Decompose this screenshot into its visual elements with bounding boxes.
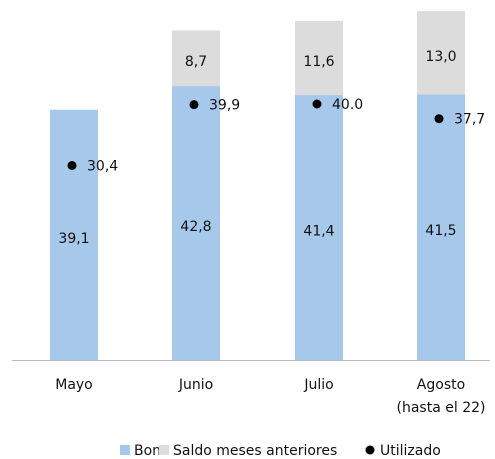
legend-label: Saldo meses anteriores: [173, 443, 337, 459]
bar-segment: [417, 11, 465, 95]
bar-segment: [295, 95, 343, 360]
value-label: 41,5: [425, 223, 456, 239]
bar-segment: [417, 94, 465, 361]
value-label: 11,6: [303, 54, 334, 70]
value-label: 13,0: [425, 49, 456, 65]
legend-swatch: [365, 445, 375, 455]
dot: [434, 114, 444, 124]
category-label: Agosto (hasta el 22): [396, 377, 486, 416]
category-label: Mayo: [55, 377, 93, 393]
value-label: 39,9: [209, 98, 240, 114]
dot: [189, 100, 199, 110]
legend-swatch: [159, 445, 169, 455]
value-label: 8,7: [185, 54, 207, 70]
value-label: 40.0: [332, 97, 363, 113]
category-label: Junio: [178, 377, 214, 393]
value-label: 39,1: [58, 231, 89, 247]
category-label: Julio: [304, 377, 334, 393]
legend-swatch: [120, 445, 130, 455]
value-label: 30,4: [87, 158, 118, 174]
dot: [312, 99, 322, 109]
value-label: 37,7: [454, 112, 485, 128]
dot: [67, 160, 77, 170]
bar-segment: [295, 20, 343, 96]
bar-segment: [50, 109, 98, 360]
value-label: 42,8: [180, 219, 211, 235]
legend-label: Utilizado: [380, 443, 441, 459]
bar-segment: [172, 86, 220, 360]
value-label: 41,4: [303, 224, 334, 240]
bar-segment: [172, 30, 220, 87]
